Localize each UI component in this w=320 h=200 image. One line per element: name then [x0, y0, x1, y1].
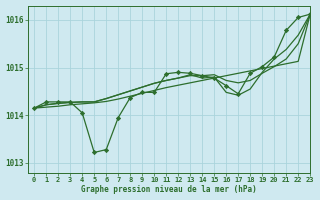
X-axis label: Graphe pression niveau de la mer (hPa): Graphe pression niveau de la mer (hPa) [81, 185, 257, 194]
